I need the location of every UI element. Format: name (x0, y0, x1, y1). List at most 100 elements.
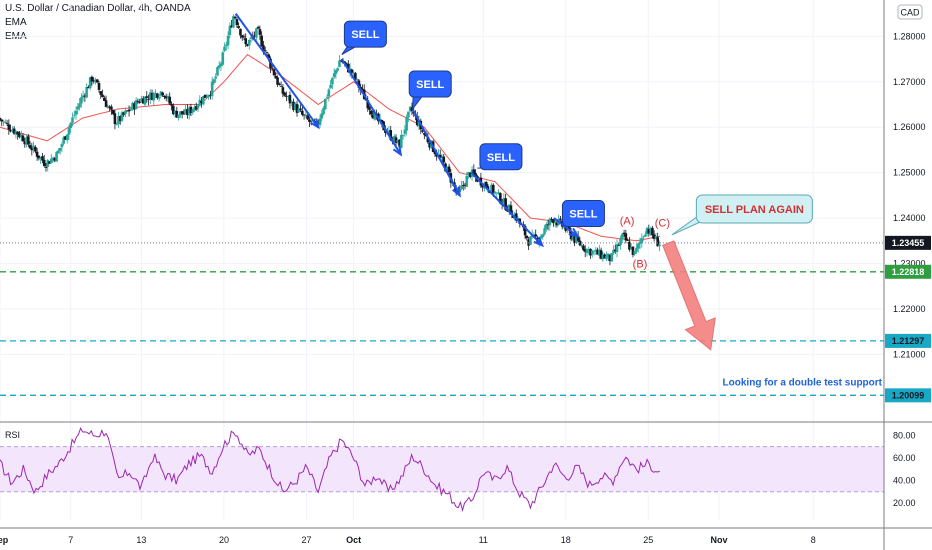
candle-body (352, 72, 355, 74)
candle-body (649, 228, 652, 235)
candle-body (292, 101, 295, 110)
candle-body (85, 87, 88, 98)
candle-body (274, 75, 278, 79)
candle-body (589, 248, 592, 256)
candle-body (446, 167, 449, 173)
candle-body (502, 198, 506, 204)
candle-body (219, 63, 223, 66)
candle-body (575, 236, 578, 244)
candle-body (647, 229, 651, 234)
support-level-label: 1.21297 (892, 336, 925, 346)
candle-body (334, 69, 338, 74)
candle-body (156, 93, 159, 99)
candle-body (171, 105, 175, 115)
candle-body (267, 54, 271, 59)
candle-body (104, 100, 108, 108)
candle-body (246, 44, 249, 46)
candle-body (26, 136, 30, 145)
candle-body (177, 114, 180, 119)
time-tick-label: 7 (68, 535, 73, 545)
candle-body (255, 28, 258, 38)
candle-body (46, 160, 50, 167)
candle-body (490, 184, 493, 193)
candle-body (585, 249, 589, 254)
sell-callout-label: SELL (569, 209, 597, 221)
trend-arrowhead (568, 227, 580, 238)
candle-body (239, 28, 242, 36)
candle-body (101, 94, 104, 97)
candle-body (552, 219, 555, 224)
rsi-pane: RSI (0, 426, 884, 513)
candle-body (546, 224, 550, 226)
candle-body (249, 37, 253, 39)
candle-body (30, 147, 34, 151)
candle-body (216, 67, 219, 76)
candle-body (468, 172, 472, 177)
candle-body (269, 58, 272, 69)
candle-body (133, 103, 136, 110)
candle-body (140, 98, 143, 103)
candle-body (69, 122, 73, 129)
candle-body (507, 204, 511, 211)
candle-body (599, 250, 603, 259)
candle-body (28, 145, 32, 149)
candle-body (41, 156, 44, 161)
candle-body (534, 234, 538, 237)
candle-body (327, 89, 331, 97)
candle-body (42, 159, 46, 166)
candle-body (304, 114, 308, 116)
candle-body (361, 88, 364, 90)
candle-body (293, 103, 297, 110)
candle-body (407, 111, 410, 118)
candle-body (350, 69, 354, 74)
candle-body (154, 92, 157, 95)
candle-body (159, 91, 163, 96)
candle-body (642, 236, 645, 238)
candle-body (493, 191, 497, 193)
candle-body (389, 130, 393, 140)
candle-body (633, 251, 637, 255)
candle-body (7, 124, 11, 130)
candle-body (543, 228, 546, 235)
candle-body (336, 68, 339, 71)
symbol-title: U.S. Dollar / Canadian Dollar, 4h, OANDA (5, 3, 191, 14)
candle-body (209, 94, 212, 96)
candle-body (237, 26, 240, 28)
candle-body (573, 236, 576, 243)
candle-body (152, 93, 156, 101)
candle-body (606, 253, 610, 258)
candle-body (19, 134, 23, 138)
price-tick-label: 1.24000 (893, 213, 926, 223)
candle-body (173, 110, 177, 114)
candle-body (44, 166, 48, 168)
candle-body (83, 95, 87, 97)
price-tick-label: 1.23000 (893, 259, 926, 269)
time-tick-label: 18 (561, 535, 571, 545)
trend-line (340, 58, 402, 156)
candle-body (256, 27, 260, 29)
candle-body (111, 109, 115, 114)
candle-body (115, 124, 118, 126)
candle-body (212, 79, 216, 83)
candle-body (4, 122, 7, 123)
candle-body (106, 106, 110, 108)
candle-body (571, 237, 575, 240)
support-level-tag (885, 388, 931, 403)
candle-body (309, 120, 313, 122)
candle-body (186, 109, 189, 116)
candle-body (594, 249, 598, 251)
current-price-label: 1.23455 (892, 238, 925, 248)
rsi-tick-label: 60.00 (893, 453, 916, 463)
candle-body (12, 128, 16, 134)
candle-body (51, 157, 55, 160)
support-level-tag (885, 333, 931, 348)
candle-body (78, 103, 81, 108)
wave-label: (C) (655, 218, 670, 230)
candle-body (244, 38, 248, 45)
grid (0, 0, 884, 520)
candle-body (87, 86, 90, 89)
candle-body (564, 226, 568, 231)
candle-body (380, 119, 384, 123)
sell-callout-label: SELL (416, 79, 444, 91)
